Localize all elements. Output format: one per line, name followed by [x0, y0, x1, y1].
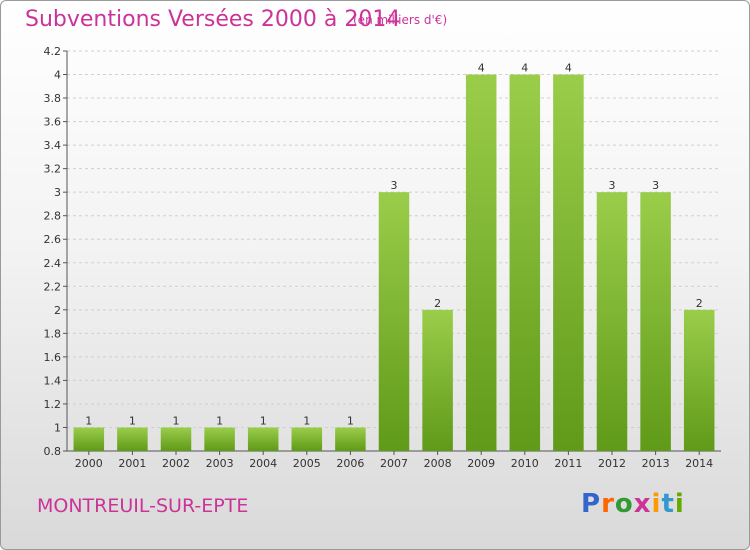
logo-letter: x	[633, 489, 652, 519]
data-label: 1	[347, 414, 354, 427]
labels: 0.8 1 1.2 1.4 1.6 1.8 2 2.2 2.4 2.6 2.8 3 3.2 3.4 3.6 3…	[44, 45, 714, 470]
data-label: 2	[696, 297, 703, 310]
bar-2012	[596, 192, 628, 452]
bars	[73, 74, 715, 452]
x-tick-label: 2014	[685, 457, 713, 470]
y-tick-label: 3.2	[44, 163, 62, 176]
data-label: 1	[260, 414, 267, 427]
bar-2005	[291, 427, 323, 451]
bar-2014	[683, 309, 715, 451]
data-label: 1	[129, 414, 136, 427]
x-tick-label: 2008	[424, 457, 452, 470]
y-tick-label: 3.4	[44, 139, 62, 152]
bar-2004	[247, 427, 279, 451]
x-tick-label: 2001	[118, 457, 146, 470]
bar-2001	[117, 427, 148, 451]
bar-2008	[422, 309, 453, 451]
data-label: 3	[391, 179, 398, 192]
x-tick-label: 2007	[380, 457, 408, 470]
x-tick-label: 2010	[511, 457, 539, 470]
x-tick-label: 2011	[554, 457, 582, 470]
y-tick-label: 1.6	[44, 351, 62, 364]
x-tick-label: 2013	[642, 457, 670, 470]
bar-2002	[160, 427, 192, 451]
data-label: 3	[652, 179, 659, 192]
chart-title: Subventions Versées 2000 à 2014	[25, 7, 401, 32]
y-tick-label: 1.8	[44, 327, 62, 340]
data-label: 1	[216, 414, 223, 427]
data-label: 2	[434, 297, 441, 310]
y-tick-label: 2.4	[44, 257, 62, 270]
logo-letter: t	[661, 489, 675, 519]
x-tick-label: 2005	[293, 457, 321, 470]
data-label: 1	[303, 414, 310, 427]
data-label: 4	[565, 62, 572, 75]
x-tick-label: 2004	[249, 457, 277, 470]
y-tick-label: 4.2	[44, 45, 62, 58]
city-name: MONTREUIL-SUR-EPTE	[37, 495, 249, 517]
data-label: 4	[478, 62, 485, 75]
chart-subtitle: (en milliers d'€)	[353, 13, 448, 27]
y-tick-label: 3.6	[44, 116, 62, 129]
y-tick-label: 3.8	[44, 92, 62, 105]
data-label: 3	[609, 179, 616, 192]
y-tick-label: 3	[54, 186, 61, 199]
y-tick-label: 1.4	[44, 374, 62, 387]
logo-letter: o	[614, 489, 634, 519]
x-tick-label: 2002	[162, 457, 190, 470]
bar-2009	[465, 74, 497, 451]
y-tick-label: 1.2	[44, 398, 62, 411]
x-tick-label: 2003	[206, 457, 234, 470]
y-tick-label: 4	[54, 69, 61, 82]
data-label: 4	[521, 62, 528, 75]
bar-2000	[73, 427, 105, 451]
bar-2010	[509, 74, 541, 451]
logo-letter: i	[674, 489, 685, 519]
x-tick-label: 2009	[467, 457, 495, 470]
y-tick-label: 2	[54, 304, 61, 317]
x-tick-label: 2006	[336, 457, 364, 470]
y-tick-label: 1	[54, 421, 61, 434]
logo-letter: P	[581, 489, 602, 519]
y-tick-label: 2.6	[44, 233, 62, 246]
bar-2013	[640, 192, 671, 452]
y-tick-label: 2.8	[44, 210, 62, 223]
logo-letter: i	[651, 489, 662, 519]
logo-letter: r	[601, 489, 615, 519]
x-tick-label: 2000	[75, 457, 103, 470]
y-tick-label: 0.8	[44, 445, 62, 458]
bar-2006	[335, 427, 366, 451]
data-label: 1	[85, 414, 92, 427]
x-tick-label: 2012	[598, 457, 626, 470]
y-tick-label: 2.2	[44, 280, 62, 293]
bar-2003	[204, 427, 235, 451]
bar-2007	[378, 192, 410, 452]
bar-2011	[553, 74, 584, 451]
proxiti-logo: Proxiti	[581, 489, 685, 519]
data-label: 1	[173, 414, 180, 427]
